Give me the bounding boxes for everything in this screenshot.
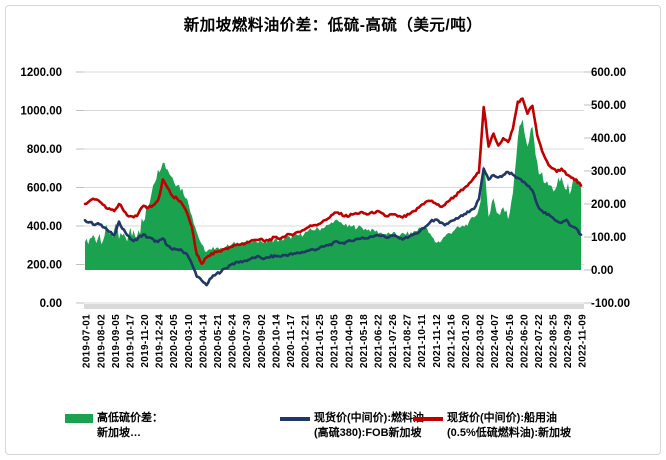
svg-text:2019-09-05: 2019-09-05 [111,314,122,368]
chart-title: 新加坡燃料油价差：低硫-高硫（美元/吨） [183,17,483,34]
chart-legend: 高低硫价差： 新加坡… 现货价(中间价):燃料油 (高硫380):FOB新加坡 现货… [0,411,666,455]
svg-text:2022-04-07: 2022-04-07 [490,314,501,368]
svg-text:2022-05-16: 2022-05-16 [505,314,516,368]
svg-text:2021-06-22: 2021-06-22 [373,314,384,368]
svg-text:2020-10-14: 2020-10-14 [271,314,282,368]
svg-text:2021-05-18: 2021-05-18 [359,314,370,368]
svg-text:1000.00: 1000.00 [20,106,62,118]
svg-text:2019-07-01: 2019-07-01 [82,314,93,368]
svg-text:-100.00: -100.00 [591,298,630,310]
svg-text:0.00: 0.00 [40,298,62,310]
spread-area-swatch [65,414,93,423]
svg-text:2022-08-25: 2022-08-25 [549,314,560,368]
svg-text:2022-01-20: 2022-01-20 [461,314,472,368]
svg-text:2021-01-25: 2021-01-25 [315,314,326,368]
svg-text:2020-02-05: 2020-02-05 [169,314,180,368]
svg-text:2020-11-17: 2020-11-17 [286,314,297,368]
svg-text:0.00: 0.00 [591,265,613,277]
svg-text:2019-11-20: 2019-11-20 [140,314,151,368]
svg-text:2020-07-30: 2020-07-30 [242,314,253,368]
svg-text:800.00: 800.00 [27,144,62,156]
svg-text:600.00: 600.00 [591,67,626,79]
svg-text:500.00: 500.00 [591,100,626,112]
svg-text:2022-07-22: 2022-07-22 [534,314,545,368]
lsfo-line-swatch [413,417,443,421]
svg-text:2021-07-26: 2021-07-26 [388,314,399,368]
legend-label-lsfo: 现货价(中间价):船用油 (0.5%低硫燃料油):新加坡 [447,412,572,439]
legend-item-lsfo: 现货价(中间价):船用油 (0.5%低硫燃料油):新加坡 [413,411,571,440]
svg-text:400.00: 400.00 [591,133,626,145]
svg-text:2021-03-05: 2021-03-05 [330,314,341,368]
svg-text:300.00: 300.00 [591,166,626,178]
svg-text:2020-04-14: 2020-04-14 [198,314,209,368]
svg-text:2021-11-12: 2021-11-12 [432,314,443,368]
hsfo-line-swatch [280,417,310,421]
svg-text:2019-08-02: 2019-08-02 [96,314,107,368]
svg-text:600.00: 600.00 [27,183,62,195]
svg-text:2021-04-09: 2021-04-09 [344,314,355,368]
svg-text:2022-06-20: 2022-06-20 [519,314,530,368]
legend-label-spread: 高低硫价差： 新加坡… [97,412,163,439]
svg-text:2021-12-16: 2021-12-16 [446,314,457,368]
svg-text:2019-10-17: 2019-10-17 [125,314,136,368]
svg-text:200.00: 200.00 [591,199,626,211]
svg-text:2020-06-24: 2020-06-24 [228,314,239,368]
svg-text:2019-12-24: 2019-12-24 [155,314,166,368]
svg-text:1200.00: 1200.00 [20,67,62,79]
figure-border [5,5,661,455]
svg-text:100.00: 100.00 [591,232,626,244]
svg-text:2020-03-10: 2020-03-10 [184,314,195,368]
svg-text:400.00: 400.00 [27,221,62,233]
legend-label-hsfo: 现货价(中间价):燃料油 (高硫380):FOB新加坡 [314,412,424,439]
svg-text:2021-08-27: 2021-08-27 [403,314,414,368]
svg-text:2020-12-21: 2020-12-21 [301,314,312,368]
svg-text:200.00: 200.00 [27,260,62,272]
svg-text:2022-03-02: 2022-03-02 [476,314,487,368]
chart-plot: 0.00 200.00 400.00 600.00 800.00 1000.00 1200.… [20,67,630,368]
svg-text:2022-11-09: 2022-11-09 [578,314,589,368]
legend-item-spread: 高低硫价差： 新加坡… [65,411,163,440]
svg-text:2020-05-21: 2020-05-21 [213,314,224,368]
legend-item-hsfo: 现货价(中间价):燃料油 (高硫380):FOB新加坡 [280,411,424,440]
svg-text:2021-10-11: 2021-10-11 [417,314,428,368]
svg-text:2022-09-29: 2022-09-29 [563,314,574,368]
svg-text:2020-09-02: 2020-09-02 [257,314,268,368]
